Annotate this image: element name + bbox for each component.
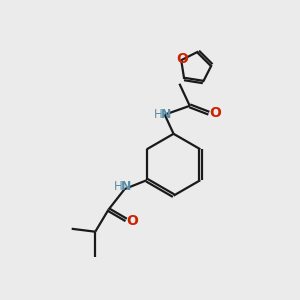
Text: H: H xyxy=(154,108,163,121)
Text: O: O xyxy=(127,214,139,227)
Text: O: O xyxy=(209,106,221,120)
Text: H: H xyxy=(114,180,123,193)
Text: N: N xyxy=(121,180,131,193)
Text: N: N xyxy=(161,108,171,121)
Text: O: O xyxy=(177,52,189,66)
